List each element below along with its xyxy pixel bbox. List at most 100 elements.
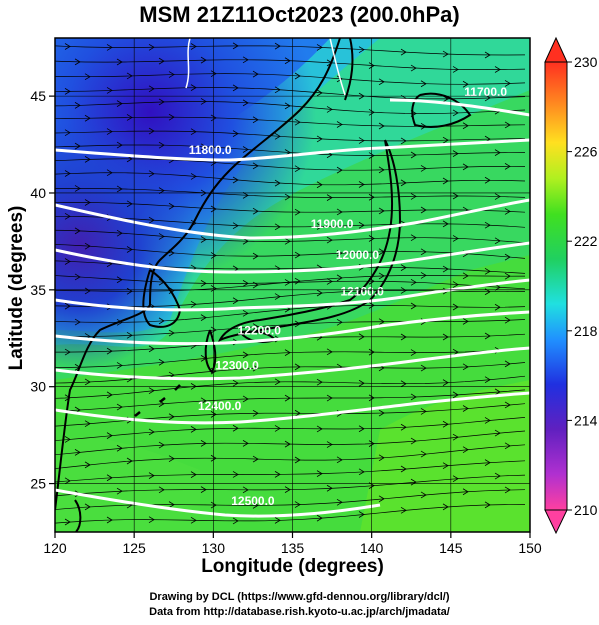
wind-arrow [200,98,207,105]
wind-arrow [64,302,71,310]
wind-arrow [210,454,217,462]
streamline [55,319,526,338]
wind-arrow [284,193,291,201]
wind-arrow [168,202,175,210]
wind-arrow [294,118,301,126]
wind-arrow [74,185,81,192]
wind-arrow [232,222,239,230]
wind-arrow [274,517,281,524]
wind-arrow [242,237,249,245]
colorbar-min-arrow [544,509,568,535]
wind-arrow [410,478,417,486]
wind-arrow [84,156,91,163]
wind-arrow [452,235,459,242]
wind-arrow [368,348,375,356]
wind-arrow [294,409,301,417]
wind-arrow [462,363,469,371]
wind-arrow [116,319,123,326]
wind-arrow [336,75,343,83]
contour-label: 11900.0 [311,217,354,231]
wind-arrow [410,151,417,159]
wind-arrow [326,441,333,448]
wind-arrow [462,405,469,412]
wind-arrow [190,173,197,180]
wind-arrow [84,420,91,428]
wind-arrow [326,348,333,356]
streamline [55,244,526,259]
y-tick-label: 45 [30,88,46,104]
streamline [55,144,526,156]
wind-arrow [378,318,385,326]
contour-label: 12000.0 [336,248,380,262]
wind-arrow [484,267,491,275]
wind-arrow [116,100,123,107]
wind-arrow [284,394,291,402]
wind-arrow [484,176,491,184]
wind-arrow [242,146,249,153]
x-tick-label: 125 [122,540,146,556]
wind-arrow [452,109,459,117]
contour-label: 12200.0 [238,323,282,337]
wind-arrow [126,331,133,339]
wind-arrow [326,106,333,113]
wind-arrow [126,114,133,121]
wind-arrow [200,143,207,151]
wind-arrow [358,46,365,54]
wind-arrow [274,378,281,386]
wind-arrow [252,409,259,417]
wind-arrow [358,137,365,144]
wind-arrow [284,349,291,356]
wind-arrow [242,440,249,447]
wind-arrow [504,163,511,170]
wind-arrow [190,300,197,308]
wind-arrow [252,281,259,289]
x-tick-label: 150 [518,540,542,556]
wind-arrow [106,474,113,482]
wind-arrow [358,333,365,341]
wind-arrow [378,122,385,130]
wind-arrow [64,129,71,137]
wind-arrow [336,121,343,128]
wind-arrow [336,318,343,326]
x-axis-label: Longitude (degrees) [201,556,384,577]
streamline [55,417,526,441]
wind-arrow [400,423,407,431]
wind-arrow [200,486,207,493]
wind-arrow [504,253,511,261]
wind-arrow [168,501,175,508]
wind-arrow [74,142,81,150]
wind-arrow [420,206,427,214]
wind-arrow [158,98,165,106]
wind-arrow [116,141,123,149]
wind-arrow [168,329,175,337]
wind-arrow [378,207,385,215]
wind-arrow [158,358,165,366]
wind-arrow [232,176,239,184]
lat-lon-grid [55,38,530,532]
wind-arrow [462,163,469,171]
wind-arrow [484,221,491,229]
wind-arrow [420,248,427,256]
wind-arrow [410,278,417,286]
wind-arrow [158,486,165,494]
wind-arrow [326,484,333,492]
wind-arrow [504,80,511,87]
wind-arrow [294,72,301,80]
wind-arrow [358,287,365,295]
wind-arrow [200,280,207,287]
y-tick-label: 35 [30,282,46,298]
wind-arrow [494,237,501,245]
wind-arrow [126,457,133,465]
wind-arrow [242,351,249,359]
wind-arrow [210,326,217,334]
wind-arrow [378,454,385,462]
wind-arrow [420,272,427,279]
boundary-lines [185,38,346,96]
wind-arrow [368,235,375,242]
wind-arrow [442,503,449,511]
wind-arrow [116,444,123,452]
contour-label: 12400.0 [198,399,242,413]
wind-arrow [274,425,281,432]
wind-arrow [190,84,197,91]
